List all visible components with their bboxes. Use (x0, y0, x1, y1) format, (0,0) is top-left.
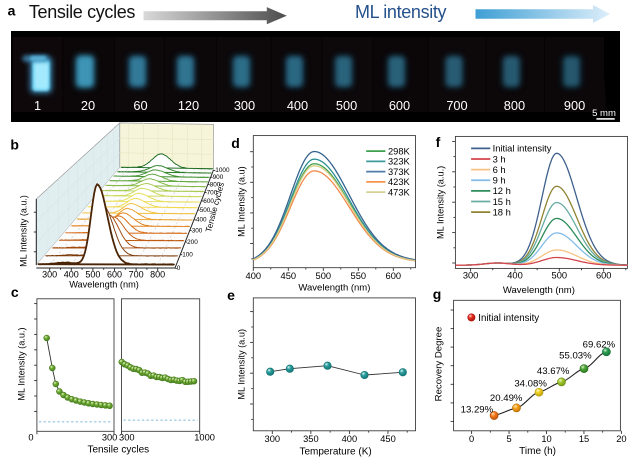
svg-text:423K: 423K (388, 177, 411, 187)
svg-text:300: 300 (192, 227, 203, 234)
svg-text:18 h: 18 h (493, 206, 511, 217)
svg-text:400: 400 (246, 271, 262, 281)
svg-text:ML Intensity (a.u): ML Intensity (a.u) (237, 166, 247, 237)
svg-text:34.08%: 34.08% (514, 379, 547, 390)
svg-text:350: 350 (303, 434, 319, 444)
svg-text:400: 400 (342, 434, 358, 444)
svg-text:Initial intensity: Initial intensity (493, 143, 552, 154)
svg-text:ML Intensity (a.u.): ML Intensity (a.u.) (17, 327, 27, 400)
svg-text:300: 300 (234, 98, 255, 113)
svg-text:15: 15 (579, 434, 589, 444)
svg-text:800: 800 (150, 270, 165, 280)
svg-text:Temperature (K): Temperature (K) (299, 447, 371, 458)
svg-text:200: 200 (187, 239, 198, 246)
svg-text:5: 5 (507, 434, 512, 444)
svg-text:450: 450 (281, 271, 297, 281)
svg-text:Initial intensity: Initial intensity (478, 313, 539, 324)
svg-text:600: 600 (107, 270, 122, 280)
svg-text:e: e (227, 287, 235, 303)
svg-text:800: 800 (504, 98, 525, 113)
svg-text:800: 800 (210, 181, 221, 188)
svg-text:1000: 1000 (215, 167, 230, 174)
svg-text:0: 0 (28, 433, 33, 443)
svg-text:300: 300 (265, 434, 281, 444)
svg-text:ML intensity: ML intensity (355, 2, 447, 22)
svg-text:120: 120 (178, 98, 199, 113)
svg-text:700: 700 (129, 270, 144, 280)
svg-text:500: 500 (316, 271, 332, 281)
svg-text:600: 600 (596, 271, 612, 281)
svg-text:a: a (8, 3, 16, 19)
svg-text:b: b (10, 136, 19, 152)
svg-text:550: 550 (351, 271, 367, 281)
svg-text:55.03%: 55.03% (559, 350, 592, 361)
svg-text:1: 1 (34, 98, 41, 113)
svg-text:20: 20 (616, 434, 626, 444)
svg-text:60: 60 (133, 98, 147, 113)
svg-text:600: 600 (203, 198, 214, 205)
svg-text:6 h: 6 h (493, 164, 506, 175)
svg-text:500: 500 (200, 207, 211, 214)
svg-text:300: 300 (102, 433, 118, 443)
svg-text:100: 100 (182, 251, 193, 258)
svg-text:300: 300 (119, 433, 135, 443)
svg-text:900: 900 (213, 174, 224, 181)
svg-text:ML Intensity (a.u.): ML Intensity (a.u.) (19, 195, 29, 267)
svg-text:300: 300 (42, 270, 57, 280)
svg-text:43.67%: 43.67% (537, 366, 570, 377)
svg-text:Time (h): Time (h) (519, 446, 556, 457)
svg-text:12 h: 12 h (493, 185, 511, 196)
svg-text:400: 400 (507, 271, 523, 281)
svg-text:13.29%: 13.29% (461, 405, 494, 416)
svg-text:0: 0 (177, 265, 181, 272)
svg-text:323K: 323K (388, 157, 411, 167)
svg-text:g: g (433, 286, 442, 302)
svg-text:9 h: 9 h (493, 175, 506, 186)
svg-text:400: 400 (196, 217, 207, 224)
svg-text:10: 10 (541, 434, 551, 444)
svg-text:300: 300 (463, 271, 479, 281)
svg-text:c: c (11, 284, 19, 300)
svg-text:3 h: 3 h (493, 153, 506, 164)
svg-text:5 mm: 5 mm (592, 108, 616, 119)
svg-text:473K: 473K (388, 187, 411, 197)
svg-text:Recovery Degree: Recovery Degree (434, 327, 445, 402)
svg-text:20.49%: 20.49% (490, 393, 523, 404)
svg-text:Tensile cycles: Tensile cycles (87, 445, 149, 456)
svg-text:500: 500 (85, 270, 100, 280)
svg-text:15 h: 15 h (493, 196, 511, 207)
svg-text:ML Intensity (a.u): ML Intensity (a.u) (237, 329, 247, 400)
svg-text:20: 20 (81, 98, 95, 113)
svg-text:900: 900 (564, 98, 585, 113)
svg-text:1000: 1000 (194, 433, 215, 443)
svg-text:373K: 373K (388, 167, 411, 177)
svg-text:450: 450 (380, 434, 396, 444)
svg-text:400: 400 (287, 98, 308, 113)
svg-text:600: 600 (389, 98, 410, 113)
svg-text:Wavelength (nm): Wavelength (nm) (69, 280, 139, 290)
svg-text:700: 700 (446, 98, 467, 113)
svg-text:500: 500 (336, 98, 357, 113)
svg-text:Wavelength (nm): Wavelength (nm) (503, 285, 575, 296)
svg-text:f: f (436, 134, 441, 150)
svg-text:700: 700 (207, 189, 218, 196)
svg-text:298K: 298K (388, 146, 411, 156)
svg-text:0: 0 (469, 434, 474, 444)
svg-text:600: 600 (386, 271, 402, 281)
svg-text:400: 400 (64, 270, 79, 280)
svg-text:Wavelength (nm): Wavelength (nm) (298, 283, 370, 294)
svg-text:500: 500 (552, 271, 568, 281)
svg-text:Tensile cycles: Tensile cycles (29, 2, 135, 22)
svg-text:69.62%: 69.62% (583, 339, 616, 350)
svg-text:ML Intensity (a.u.): ML Intensity (a.u.) (436, 166, 446, 239)
svg-text:d: d (231, 135, 240, 151)
